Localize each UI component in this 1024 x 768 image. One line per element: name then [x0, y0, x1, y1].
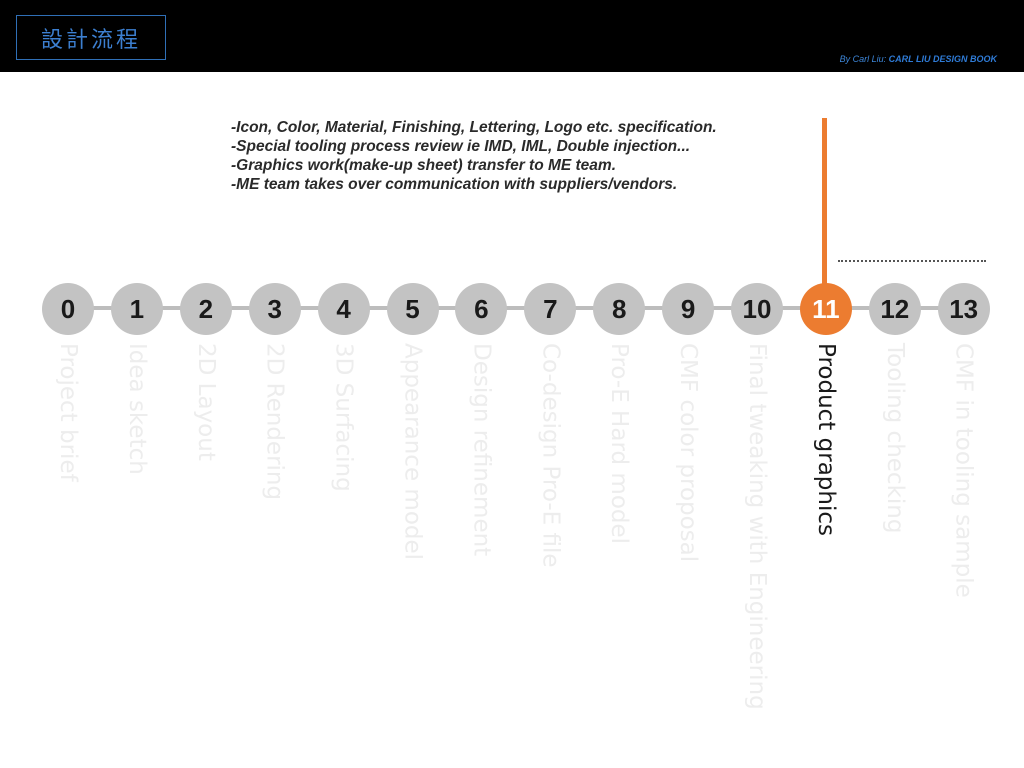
- page-title: 設計流程: [40, 27, 141, 53]
- step-0-label: Project brief: [55, 343, 81, 482]
- timeline-track: [60, 306, 970, 310]
- credit-author: By Carl Liu:: [839, 54, 887, 64]
- step-9-node: 9: [662, 283, 715, 335]
- step-1-node: 1: [110, 283, 163, 335]
- step-10-node: 10: [731, 283, 783, 335]
- step-13-label: CMF in tooling sample: [950, 343, 977, 598]
- step-2-label: 2D Layout: [192, 343, 219, 461]
- step-8-node: 8: [593, 283, 646, 335]
- step-6-label: Design refinement: [468, 343, 495, 557]
- step-1-label: Idea sketch: [123, 343, 150, 475]
- step-3-node: 3: [248, 283, 301, 335]
- step-7-node: 7: [524, 283, 577, 335]
- step-5-node: 5: [386, 283, 439, 335]
- step-10-label: Final tweaking with Engineering: [744, 343, 770, 710]
- step-9-label: CMF color proposal: [675, 343, 702, 563]
- step-12-node: 12: [868, 283, 921, 335]
- step-3-label: 2D Rendering: [261, 343, 288, 501]
- step-8-label: Pro-E Hard model: [606, 343, 633, 545]
- step-2-node: 2: [179, 283, 232, 335]
- title-box: 設計流程: [16, 15, 166, 60]
- step-12-label: Tooling checking: [881, 343, 908, 534]
- step-11-label: Product graphics: [812, 343, 839, 536]
- note-line: -Icon, Color, Material, Finishing, Lette…: [231, 119, 717, 136]
- note-line: -Graphics work(make-up sheet) transfer t…: [231, 157, 617, 174]
- step-notes: -Icon, Color, Material, Finishing, Lette…: [231, 118, 717, 194]
- callout-line: [822, 118, 827, 290]
- step-0-node: 0: [42, 283, 94, 335]
- step-6-node: 6: [455, 283, 508, 335]
- step-4-node: 4: [317, 283, 370, 335]
- dotted-separator: [838, 260, 986, 262]
- step-13-node: 13: [937, 283, 990, 335]
- credit-book: CARL LIU DESIGN BOOK: [888, 54, 997, 64]
- note-line: -ME team takes over communication with s…: [231, 176, 678, 193]
- header-bar: 設計流程 By Carl Liu: CARL LIU DESIGN BOOK: [0, 0, 1024, 72]
- author-credit: By Carl Liu: CARL LIU DESIGN BOOK: [840, 54, 997, 64]
- step-4-label: 3D Surfacing: [330, 343, 357, 492]
- note-line: -Special tooling process review ie IMD, …: [231, 138, 691, 155]
- step-7-label: Co-design Pro-E file: [537, 343, 564, 568]
- step-11-node: 11: [799, 283, 852, 335]
- step-5-label: Appearance model: [399, 343, 426, 561]
